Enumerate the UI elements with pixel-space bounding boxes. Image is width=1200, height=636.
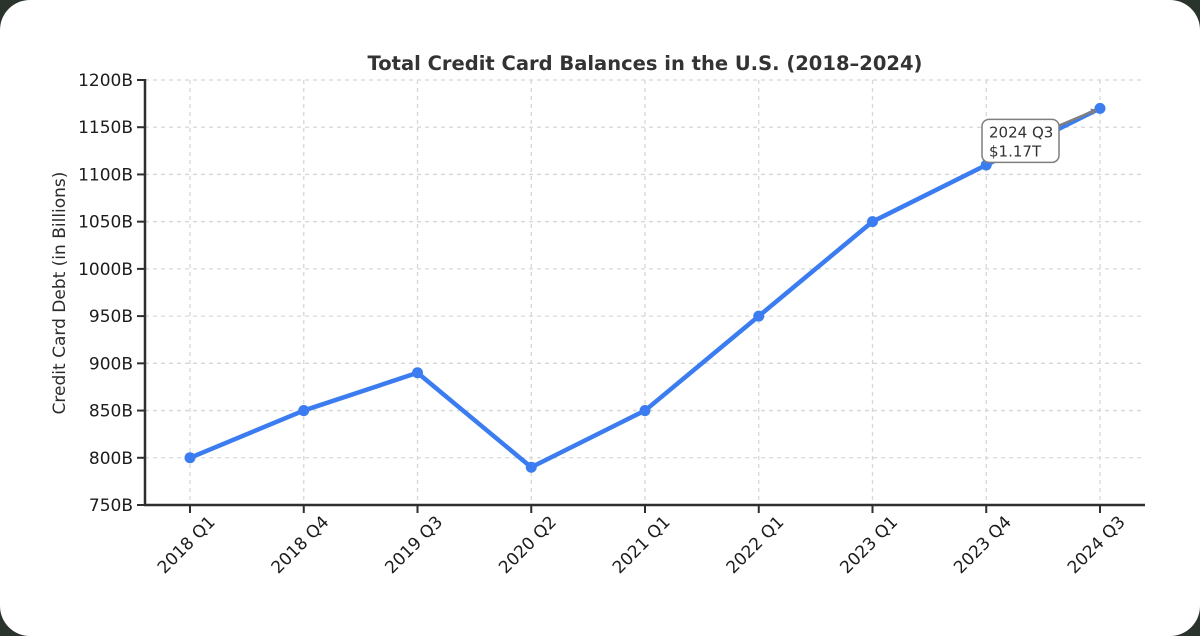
annotation-value-label: $1.17T [989, 142, 1042, 160]
annotation-arrowhead-icon [1090, 108, 1097, 116]
x-tick-label: 2023 Q1 [836, 512, 902, 578]
x-tick-label: 2023 Q4 [950, 512, 1016, 578]
axes [137, 79, 1145, 513]
data-point [753, 310, 765, 322]
data-series [184, 102, 1106, 473]
y-tick-label: 800B [89, 449, 133, 469]
y-tick-label: 1000B [78, 260, 133, 280]
x-tick-label: 2022 Q1 [723, 512, 789, 578]
data-point [867, 216, 878, 228]
data-point [184, 452, 196, 464]
y-tick-label: 1050B [78, 213, 133, 233]
x-tick-label: 2021 Q1 [609, 512, 675, 578]
y-tick-label: 950B [89, 307, 133, 327]
x-tick-label: 2018 Q1 [154, 512, 220, 578]
y-tick-label: 750B [89, 496, 133, 516]
y-tick-label: 1100B [78, 165, 133, 185]
x-tick-label: 2024 Q3 [1064, 512, 1130, 578]
x-tick-labels: 2018 Q1 2018 Q4 2019 Q3 2020 Q2 2021 Q1 2022 … [154, 512, 1130, 578]
gridlines [145, 79, 1145, 506]
data-point [412, 367, 423, 379]
data-point [298, 405, 310, 417]
annotation-quarter-label: 2024 Q3 [989, 123, 1053, 141]
data-point [1094, 102, 1106, 114]
y-axis-label: Credit Card Debt (in Billions) [50, 172, 70, 415]
y-tick-label: 1200B [78, 71, 133, 91]
x-tick-label: 2019 Q3 [381, 512, 447, 578]
data-point [639, 405, 651, 417]
chart-title: Total Credit Card Balances in the U.S. (… [368, 52, 923, 75]
y-tick-label: 900B [89, 354, 133, 374]
annotation-box [981, 118, 1060, 164]
annotation-arrow-line [1054, 110, 1093, 129]
y-tick-label: 1150B [78, 118, 133, 138]
y-tick-labels: 750B 800B 850B 900B 950B 1000B 1050B 1100B 1150B… [78, 71, 133, 516]
y-tick-label: 850B [89, 402, 133, 422]
annotation-callout: 2024 Q3 $1.17T [981, 108, 1097, 164]
data-point [525, 461, 537, 473]
x-tick-label: 2020 Q2 [495, 512, 561, 578]
x-tick-label: 2018 Q4 [268, 512, 334, 578]
